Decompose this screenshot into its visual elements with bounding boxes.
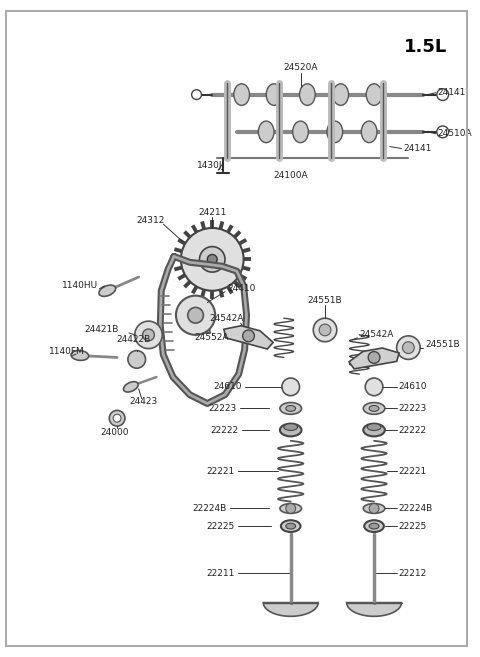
- Polygon shape: [347, 602, 402, 616]
- Circle shape: [181, 228, 244, 291]
- Text: 22225: 22225: [206, 522, 235, 531]
- Text: 22223: 22223: [398, 404, 427, 413]
- Circle shape: [176, 296, 215, 335]
- Text: 24520A: 24520A: [283, 62, 318, 72]
- Text: 1140FM: 1140FM: [48, 347, 84, 356]
- Text: 24610: 24610: [213, 382, 241, 392]
- Ellipse shape: [333, 84, 348, 105]
- Circle shape: [188, 307, 204, 323]
- Ellipse shape: [266, 84, 282, 105]
- Ellipse shape: [123, 382, 138, 392]
- Ellipse shape: [286, 405, 296, 411]
- Circle shape: [207, 254, 217, 264]
- Circle shape: [365, 378, 383, 396]
- Ellipse shape: [99, 285, 116, 296]
- Circle shape: [113, 415, 121, 422]
- Ellipse shape: [286, 523, 296, 529]
- Text: 22222: 22222: [211, 426, 239, 434]
- Circle shape: [369, 503, 379, 513]
- Text: 22223: 22223: [208, 404, 237, 413]
- Polygon shape: [263, 602, 318, 616]
- Circle shape: [313, 318, 337, 342]
- Ellipse shape: [363, 403, 385, 415]
- Text: 1140HU: 1140HU: [62, 281, 98, 290]
- Circle shape: [135, 321, 162, 349]
- Ellipse shape: [366, 84, 382, 105]
- Text: 24423: 24423: [130, 397, 158, 406]
- Circle shape: [282, 378, 300, 396]
- Text: 24211: 24211: [198, 208, 227, 217]
- Circle shape: [368, 351, 380, 363]
- Ellipse shape: [280, 424, 301, 436]
- Text: 24422B: 24422B: [117, 335, 151, 344]
- Circle shape: [319, 324, 331, 336]
- Circle shape: [143, 329, 155, 341]
- Text: 24100A: 24100A: [274, 171, 308, 179]
- Text: 24542A: 24542A: [210, 313, 244, 323]
- Text: 24410: 24410: [227, 284, 255, 293]
- Polygon shape: [188, 307, 210, 333]
- Ellipse shape: [364, 520, 384, 532]
- Ellipse shape: [281, 520, 300, 532]
- Circle shape: [437, 126, 449, 138]
- Text: 24510A: 24510A: [438, 129, 472, 139]
- Ellipse shape: [284, 424, 298, 430]
- Ellipse shape: [234, 84, 250, 105]
- Circle shape: [243, 330, 254, 342]
- Circle shape: [437, 89, 449, 101]
- Text: 24141: 24141: [404, 144, 432, 153]
- Text: 24141: 24141: [438, 88, 466, 97]
- Text: 22224B: 22224B: [398, 504, 433, 513]
- Text: 22212: 22212: [398, 569, 427, 578]
- Circle shape: [200, 246, 225, 272]
- Polygon shape: [349, 348, 399, 369]
- Text: 24421B: 24421B: [85, 325, 119, 334]
- Ellipse shape: [361, 121, 377, 143]
- Ellipse shape: [363, 503, 385, 513]
- Text: 1430JJ: 1430JJ: [197, 161, 225, 170]
- Text: 22222: 22222: [398, 426, 427, 434]
- Ellipse shape: [367, 424, 381, 430]
- Text: 22224B: 22224B: [192, 504, 227, 513]
- Circle shape: [286, 503, 296, 513]
- Ellipse shape: [280, 403, 301, 415]
- Ellipse shape: [369, 523, 379, 529]
- Text: 22211: 22211: [206, 569, 235, 578]
- Ellipse shape: [363, 424, 385, 436]
- Circle shape: [192, 90, 202, 99]
- Text: 24552A: 24552A: [194, 333, 228, 342]
- Ellipse shape: [369, 405, 379, 411]
- Circle shape: [396, 336, 420, 359]
- Ellipse shape: [280, 503, 301, 513]
- Ellipse shape: [71, 351, 89, 361]
- Text: 22221: 22221: [206, 466, 235, 476]
- Text: 24000: 24000: [100, 428, 129, 438]
- Text: 24551B: 24551B: [308, 296, 342, 305]
- Ellipse shape: [300, 84, 315, 105]
- Text: 22225: 22225: [398, 522, 427, 531]
- Text: 1.5L: 1.5L: [404, 37, 448, 56]
- Circle shape: [109, 411, 125, 426]
- Polygon shape: [224, 326, 273, 349]
- Ellipse shape: [258, 121, 274, 143]
- Text: 22221: 22221: [398, 466, 427, 476]
- Circle shape: [128, 351, 145, 368]
- Ellipse shape: [327, 121, 343, 143]
- Text: 24551B: 24551B: [425, 340, 460, 349]
- Circle shape: [403, 342, 414, 353]
- Text: 24542A: 24542A: [360, 330, 394, 340]
- Ellipse shape: [293, 121, 308, 143]
- Text: 24312: 24312: [136, 215, 165, 225]
- Text: 24610: 24610: [398, 382, 427, 392]
